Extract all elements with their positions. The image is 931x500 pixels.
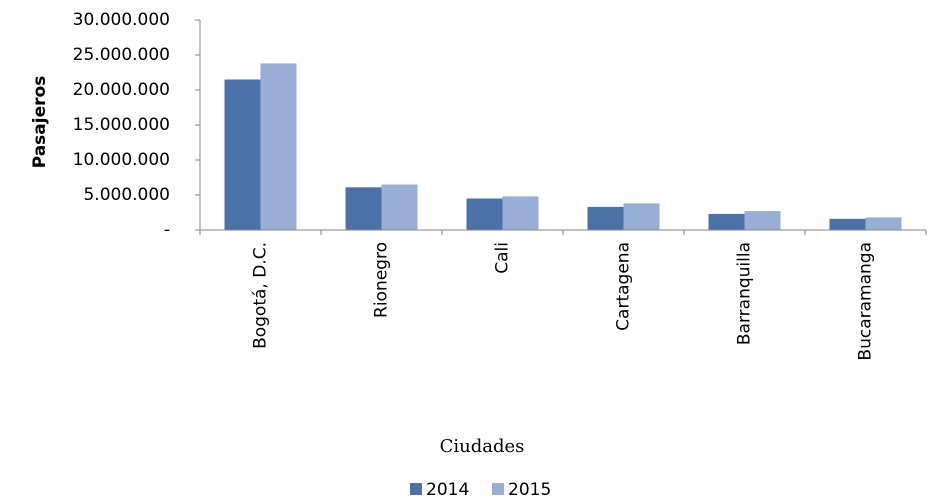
y-axis-label: Pasajeros [30,76,50,169]
bar-2014-0 [224,79,261,230]
x-axis-label: Ciudades [440,436,525,457]
bar-2014-2 [466,198,503,230]
category-label: Rionegro [372,242,392,318]
category-label: Bogotá, D.C. [251,242,271,349]
bar-2015-2 [502,196,539,230]
y-tick-label: 30.000.000 [73,10,170,30]
bar-2014-5 [829,218,866,230]
bar-2014-1 [345,187,382,230]
bar-2015-3 [623,203,660,230]
category-label: Cartagena [614,242,634,331]
y-tick-label: 25.000.000 [73,45,170,65]
legend: 2014 2015 [410,480,551,500]
category-label: Bucaramanga [856,242,876,361]
y-tick-label: 5.000.000 [83,185,170,205]
bar-2015-1 [381,184,418,230]
legend-swatch-2014 [410,483,422,495]
y-tick-label: 10.000.000 [73,150,170,170]
legend-label: 2014 [426,480,469,500]
bar-2014-3 [587,206,624,230]
bar-2015-5 [865,217,902,230]
bar-2015-0 [260,63,297,231]
bar-2015-4 [744,211,781,230]
legend-label: 2015 [508,480,551,500]
y-tick-label: 20.000.000 [73,80,170,100]
bar-2014-4 [708,213,745,230]
y-tick-label: 15.000.000 [73,115,170,135]
category-label: Barranquilla [735,242,755,345]
y-tick-label: - [164,220,170,240]
category-label: Cali [493,242,513,274]
legend-swatch-2015 [492,483,504,495]
